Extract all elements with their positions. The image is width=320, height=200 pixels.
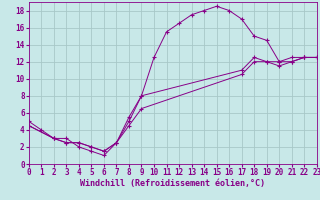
X-axis label: Windchill (Refroidissement éolien,°C): Windchill (Refroidissement éolien,°C): [80, 179, 265, 188]
